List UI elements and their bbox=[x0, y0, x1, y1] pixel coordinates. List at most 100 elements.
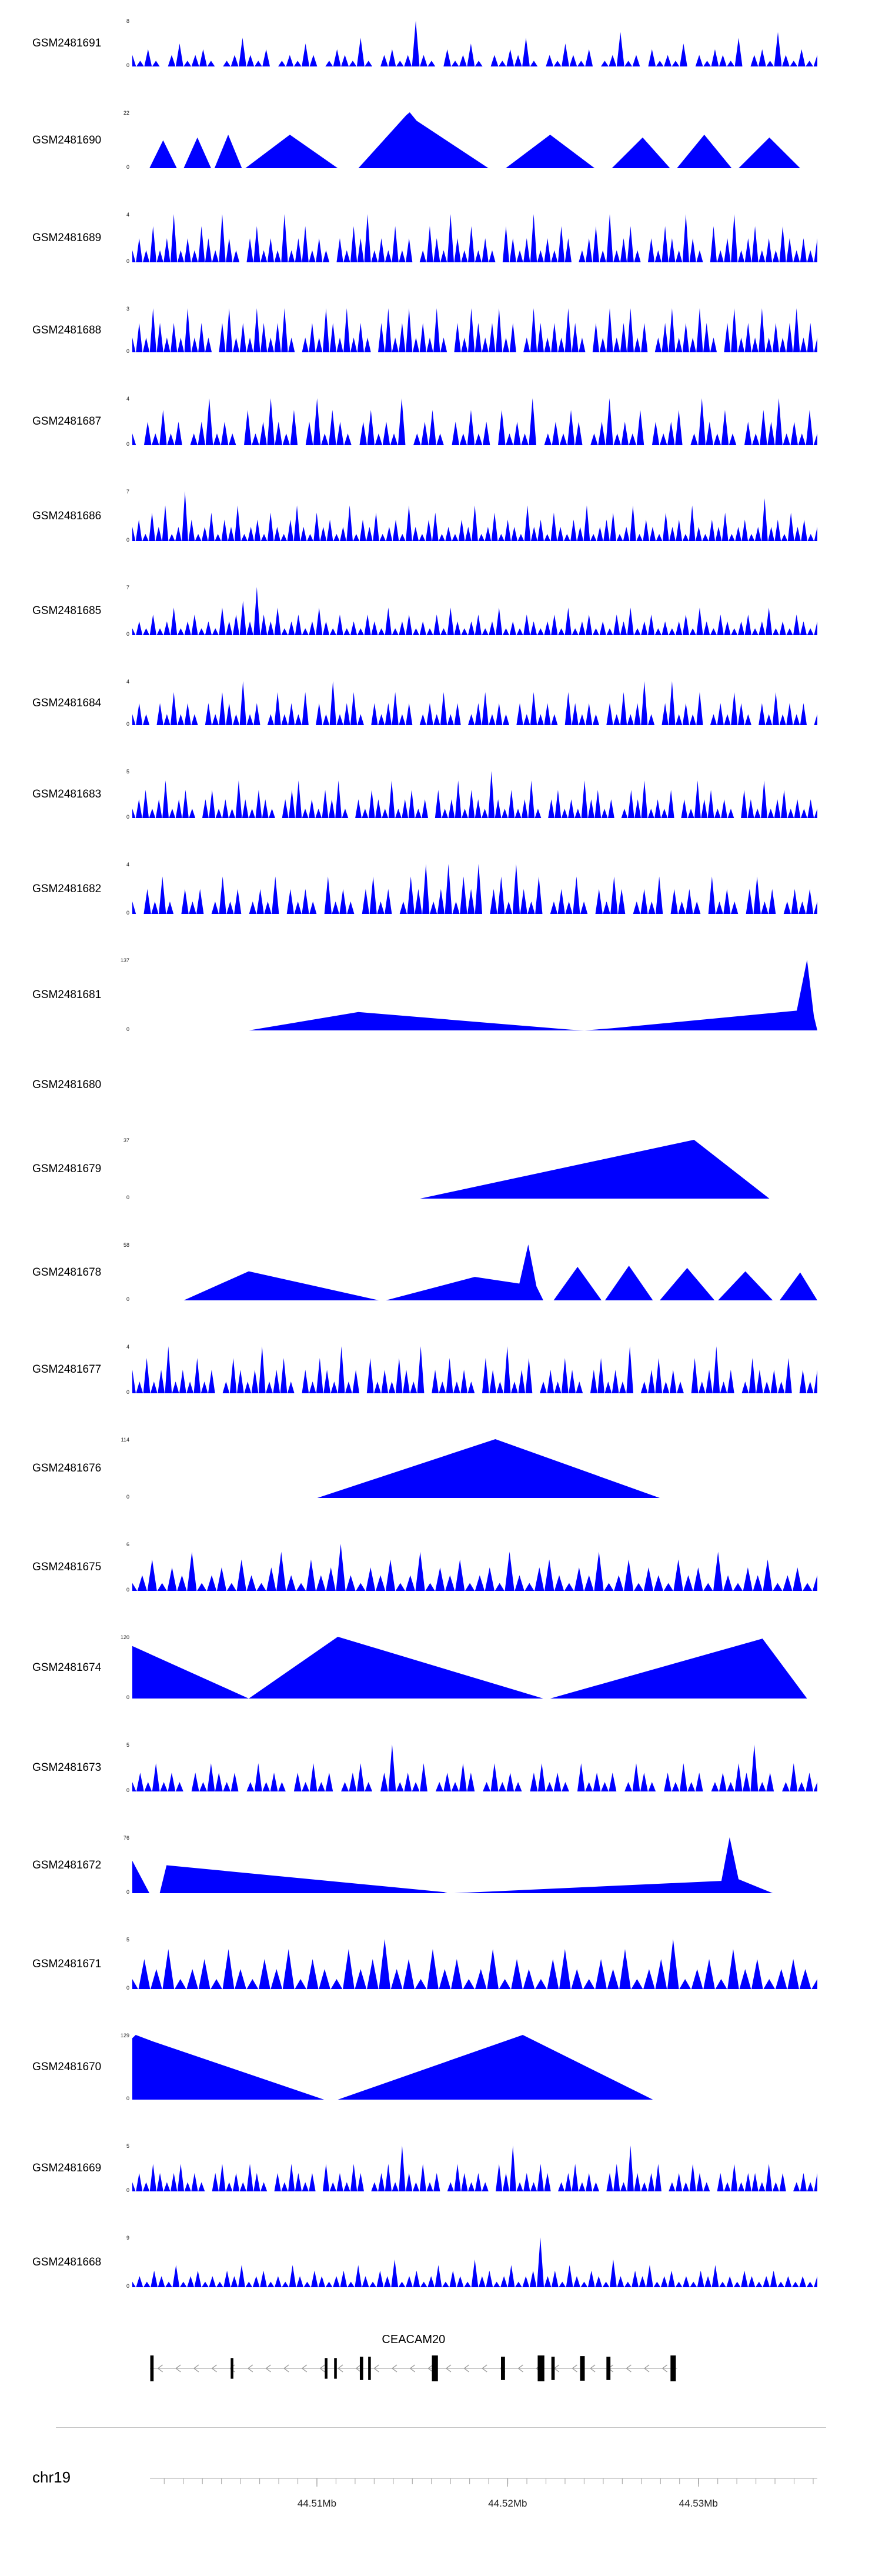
gene-model-track: CEACAM20 bbox=[150, 2333, 817, 2401]
y-axis-max-label: 3 bbox=[126, 306, 129, 312]
signal-area bbox=[132, 1439, 817, 1498]
y-axis-zero-label: 0 bbox=[126, 348, 129, 354]
track-row: GSM2481672 76 0 bbox=[0, 1836, 882, 1895]
y-axis-max-label: 5 bbox=[126, 1937, 129, 1943]
gene-name-label: CEACAM20 bbox=[382, 2333, 446, 2346]
signal-area bbox=[132, 771, 817, 818]
sample-label: GSM2481686 bbox=[32, 509, 102, 522]
y-axis-max-label: 4 bbox=[126, 212, 129, 218]
signal-area bbox=[132, 864, 817, 914]
y-axis-zero-label: 0 bbox=[126, 814, 129, 820]
y-axis-max-label: 5 bbox=[126, 2143, 129, 2149]
track-row: GSM2481686 7 0 bbox=[0, 489, 882, 543]
sample-label: GSM2481688 bbox=[32, 323, 102, 336]
strand-arrow-left bbox=[319, 2364, 325, 2373]
y-axis-max-label: 4 bbox=[126, 396, 129, 402]
track-row: GSM2481674 120 0 bbox=[0, 1635, 882, 1700]
signal-area bbox=[132, 1140, 817, 1199]
exon-box bbox=[368, 2357, 371, 2380]
signal-area bbox=[132, 2145, 817, 2191]
signal-area bbox=[132, 2035, 817, 2100]
track-row: GSM2481689 4 0 bbox=[0, 212, 882, 264]
y-axis-zero-label: 0 bbox=[126, 1026, 129, 1032]
y-axis-zero-label: 0 bbox=[126, 1296, 129, 1302]
strand-arrow-left bbox=[265, 2364, 271, 2373]
sample-label: GSM2481678 bbox=[32, 1266, 102, 1279]
track-row: GSM2481670 129 0 bbox=[0, 2033, 882, 2101]
y-axis-max-label: 5 bbox=[126, 769, 129, 775]
y-axis-max-label: 22 bbox=[123, 110, 129, 116]
sample-label: GSM2481677 bbox=[32, 1363, 102, 1376]
y-axis-max-label: 7 bbox=[126, 489, 129, 495]
exon-box bbox=[606, 2357, 611, 2380]
signal-area bbox=[132, 1544, 817, 1591]
y-axis-max-label: 7 bbox=[126, 585, 129, 590]
exon-box bbox=[334, 2358, 337, 2379]
sample-label: GSM2481679 bbox=[32, 1163, 102, 1175]
genomic-coordinate-label: 44.53Mb bbox=[679, 2498, 718, 2509]
signal-area bbox=[132, 308, 817, 352]
exon-box bbox=[325, 2358, 328, 2379]
sample-label: GSM2481668 bbox=[32, 2255, 102, 2268]
y-axis-max-label: 4 bbox=[126, 679, 129, 685]
signal-area bbox=[132, 491, 817, 541]
y-axis-zero-label: 0 bbox=[126, 62, 129, 68]
sample-label: GSM2481685 bbox=[32, 605, 102, 617]
y-axis-zero-label: 0 bbox=[126, 2095, 129, 2101]
y-axis-max-label: 58 bbox=[123, 1242, 129, 1248]
signal-area bbox=[132, 681, 817, 725]
sample-label: GSM2481676 bbox=[32, 1462, 102, 1474]
coverage-plot: 129 0 bbox=[121, 2033, 817, 2101]
y-axis-zero-label: 0 bbox=[126, 1587, 129, 1593]
track-row: GSM2481676 114 0 bbox=[0, 1437, 882, 1500]
strand-arrow-left bbox=[301, 2364, 308, 2373]
exon-box bbox=[537, 2355, 544, 2381]
genomic-coordinate-label: 44.52Mb bbox=[488, 2498, 527, 2509]
strand-arrow-left bbox=[211, 2364, 217, 2373]
track-row: GSM2481688 3 0 bbox=[0, 306, 882, 354]
strand-arrow-left bbox=[572, 2364, 577, 2373]
sample-label: GSM2481675 bbox=[32, 1561, 102, 1573]
track-row: GSM2481690 22 0 bbox=[0, 110, 882, 170]
y-axis-zero-label: 0 bbox=[126, 1389, 129, 1395]
track-row: GSM2481678 58 0 bbox=[0, 1243, 882, 1302]
signal-area bbox=[132, 587, 817, 635]
y-axis-max-label: 4 bbox=[126, 1344, 129, 1350]
exon-box bbox=[670, 2355, 676, 2381]
coverage-plot: 137 0 bbox=[121, 958, 817, 1032]
exon-box bbox=[359, 2357, 363, 2380]
y-axis-zero-label: 0 bbox=[126, 2187, 129, 2193]
exon-box bbox=[501, 2357, 505, 2380]
sample-label: GSM2481689 bbox=[32, 232, 102, 244]
y-axis-max-label: 129 bbox=[120, 2033, 129, 2038]
y-axis-max-label: 4 bbox=[126, 862, 129, 867]
sample-label: GSM2481671 bbox=[32, 1957, 102, 1970]
signal-area bbox=[132, 1244, 817, 1300]
strand-arrow-left bbox=[590, 2364, 596, 2373]
sample-label: GSM2481691 bbox=[32, 37, 102, 49]
signal-area bbox=[132, 1939, 817, 1989]
y-axis-zero-label: 0 bbox=[126, 1985, 129, 1991]
track-row: GSM2481675 6 0 bbox=[0, 1542, 882, 1593]
track-row: GSM2481691 8 0 bbox=[0, 19, 882, 68]
coverage-plot: 58 0 bbox=[123, 1243, 817, 1302]
y-axis-zero-label: 0 bbox=[126, 1787, 129, 1793]
y-axis-max-label: 9 bbox=[126, 2235, 129, 2241]
track-row: GSM2481687 4 0 bbox=[0, 396, 882, 447]
signal-area bbox=[132, 960, 817, 1030]
track-row: GSM2481682 4 0 bbox=[0, 862, 882, 916]
strand-arrow-left bbox=[662, 2364, 668, 2373]
horizontal-separator-line bbox=[56, 2427, 826, 2428]
coverage-plot-empty bbox=[132, 1076, 817, 1094]
exon-box bbox=[230, 2358, 233, 2379]
signal-area bbox=[132, 214, 817, 262]
strand-arrow-left bbox=[482, 2364, 487, 2373]
strand-arrow-left bbox=[463, 2364, 469, 2373]
